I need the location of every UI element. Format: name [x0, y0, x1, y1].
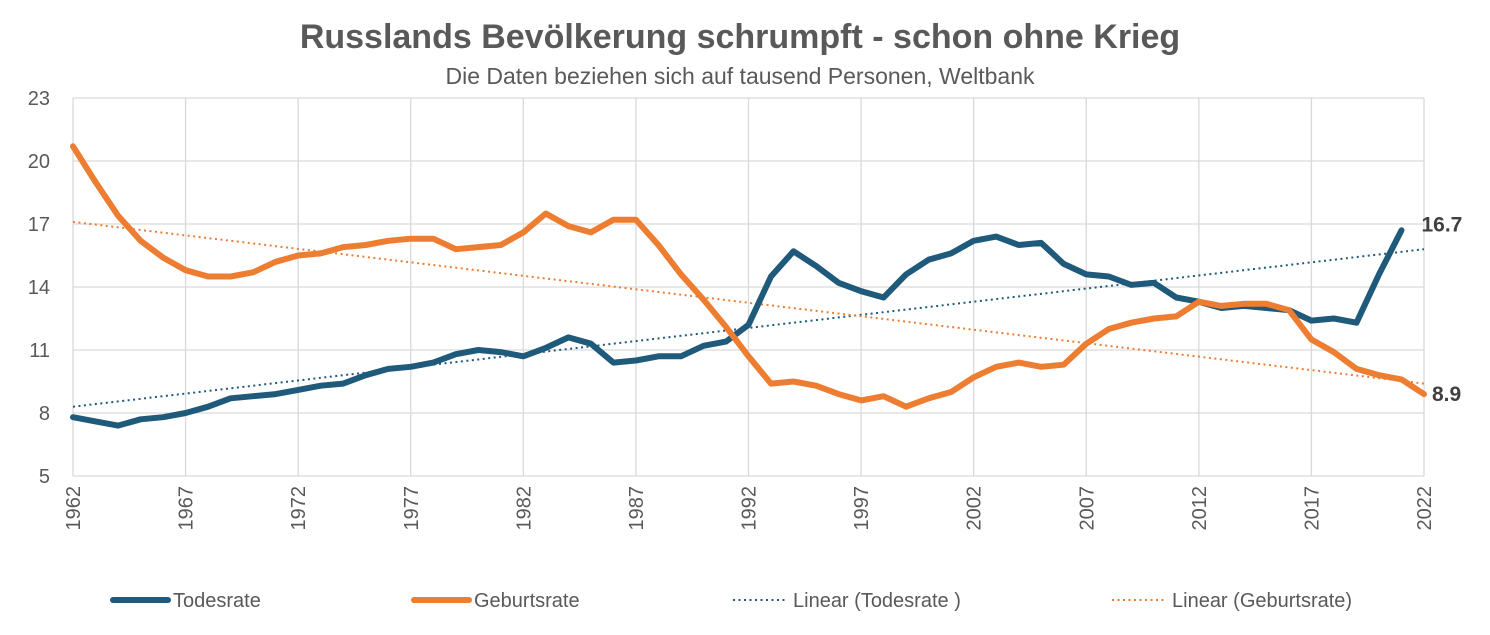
x-tick-label: 1977	[401, 486, 423, 531]
series-line	[70, 143, 1427, 410]
legend-label: Geburtsrate	[474, 590, 580, 612]
y-tick-label: 14	[28, 277, 50, 299]
x-tick-label: 1992	[739, 486, 761, 531]
trendline	[72, 248, 1425, 408]
x-tick-label: 2022	[1414, 486, 1436, 531]
trendline	[72, 220, 1425, 385]
x-tick-label: 1972	[288, 486, 310, 531]
trendlines	[72, 220, 1425, 408]
legend: Todesrate Geburtsrate Linear (Todesrate ) L…	[110, 590, 1352, 612]
x-tick-label: 2017	[1301, 486, 1323, 531]
y-tick-label: 11	[29, 340, 50, 362]
x-tick-label: 1982	[513, 486, 535, 531]
legend-label: Todesrate	[173, 590, 261, 612]
data-label: 16.7	[1421, 213, 1462, 236]
grid	[72, 97, 1425, 477]
x-tick-label: 2007	[1076, 486, 1098, 531]
x-axis: 1962 1967 1972 1977 1982 1987 1992 1997 2002 2007…	[63, 486, 1436, 531]
x-tick-label: 1987	[626, 486, 648, 531]
series-line	[70, 227, 1405, 429]
data-labels: 16.7 8.9	[1421, 213, 1462, 406]
x-tick-label: 1962	[63, 486, 85, 531]
y-tick-label: 5	[39, 466, 50, 488]
x-tick-label: 1997	[851, 486, 873, 531]
x-tick-label: 2012	[1189, 486, 1211, 531]
y-tick-label: 20	[28, 151, 50, 173]
y-axis: 5 8 11 14 17 20 23	[28, 88, 50, 488]
y-tick-label: 23	[28, 88, 50, 110]
chart-subtitle: Die Daten beziehen sich auf tausend Pers…	[445, 63, 1035, 89]
legend-label: Linear (Todesrate )	[793, 590, 961, 612]
y-tick-label: 17	[28, 214, 50, 236]
x-tick-label: 2002	[964, 486, 986, 531]
series	[70, 143, 1427, 429]
y-tick-label: 8	[39, 403, 50, 425]
data-label: 8.9	[1432, 383, 1461, 406]
legend-label: Linear (Geburtsrate)	[1172, 590, 1352, 612]
x-tick-label: 1967	[176, 486, 198, 531]
chart-title: Russlands Bevölkerung schrumpft - schon …	[300, 18, 1180, 56]
